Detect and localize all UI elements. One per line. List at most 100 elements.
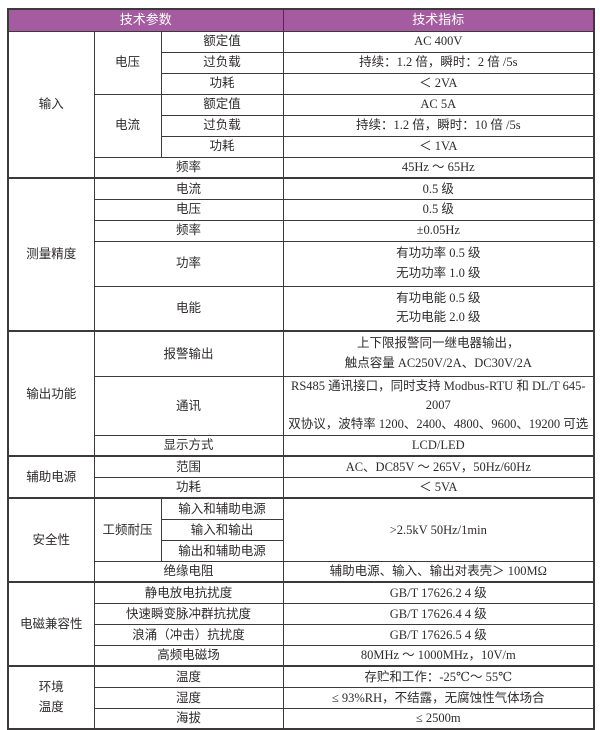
header-cell-params: 技术参数 (7, 8, 284, 32)
table-row: 安全性 工频耐压 输入和辅助电源 >2.5kV 50Hz/1min (7, 497, 595, 583)
table-row: 过负载 持续：1.2 倍，瞬时：10 倍 /5s (8, 114, 595, 137)
spec-table: 技术参数 技术指标 输入 电压 额定值 AC 400V 过负载 持续：1.2 倍… (7, 8, 596, 730)
table-header-row: 技术参数 技术指标 (7, 8, 595, 32)
section-label-input: 输入 (7, 30, 95, 179)
value-cell: 45Hz ～ 65Hz (282, 156, 595, 179)
section-label-emc: 电磁兼容性 (7, 581, 95, 667)
table-row: 频率 ±0.05Hz (8, 219, 595, 242)
param-cell: 范围 (93, 455, 284, 478)
value-cell: ≤ 2500m (282, 707, 595, 730)
table-row: 功率 有功功率 0.5 级 无功功率 1.0 级 (8, 240, 595, 287)
value-line: 有功电能 0.5 级 (396, 290, 481, 305)
param-cell: 输入和辅助电源 (160, 497, 284, 520)
table-row: 快速瞬变脉冲群抗扰度 GB/T 17626.4 4 级 (8, 602, 595, 625)
param-cell: 显示方式 (93, 434, 284, 457)
value-cell: 持续：1.2 倍，瞬时：10 倍 /5s (282, 114, 595, 137)
section-label-line: 环境 (38, 680, 64, 695)
table-row: 通讯 RS485 通讯接口，同时支持 Modbus-RTU 和 DL/T 645… (8, 375, 595, 436)
value-line: 无功功率 1.0 级 (396, 265, 481, 280)
param-cell: 功率 (93, 240, 284, 287)
value-cell: GB/T 17626.4 4 级 (282, 602, 595, 625)
group-label-withstand: 工频耐压 (93, 497, 162, 562)
param-cell: 功耗 (93, 476, 284, 499)
param-cell: 高频电磁场 (93, 644, 284, 667)
table-row: 频率 45Hz ～ 65Hz (8, 156, 595, 179)
value-cell: ＜ 5VA (282, 476, 595, 499)
table-row: 输出功能 报警输出 上下限报警同一继电器输出， 触点容量 AC250V/2A、D… (7, 329, 595, 457)
table-row: 浪涌（冲击）抗扰度 GB/T 17626.5 4 级 (8, 623, 595, 646)
param-cell: 电压 (93, 198, 284, 221)
param-cell: 电能 (93, 285, 284, 332)
param-cell: 温度 (93, 665, 284, 688)
section-label-safety: 安全性 (7, 497, 95, 583)
table-row: 湿度 ≤ 93%RH，不结露，无腐蚀性气体场合 (8, 686, 595, 709)
table-row: 绝缘电阻 辅助电源、输入、输出对表壳＞ 100MΩ (8, 560, 595, 583)
group-label-voltage: 电压 (93, 30, 162, 95)
table-row: 输入 电压 额定值 AC 400V (7, 30, 595, 179)
param-cell: 功耗 (160, 135, 284, 158)
value-line: RS485 通讯接口，同时支持 Modbus-RTU 和 DL/T 645-20… (291, 378, 586, 412)
value-cell: ＜ 2VA (282, 72, 595, 95)
value-cell: RS485 通讯接口，同时支持 Modbus-RTU 和 DL/T 645-20… (282, 375, 595, 436)
table-row: 环境 温度 温度 存贮和工作：-25℃～ 55℃ (7, 665, 595, 730)
param-cell: 报警输出 (93, 330, 284, 377)
value-line: 有功功率 0.5 级 (396, 246, 481, 261)
table-row: 电压 0.5 级 (8, 198, 595, 221)
section-label-environment: 环境 温度 (7, 665, 95, 730)
value-cell: ＜ 1VA (282, 135, 595, 158)
table-row: 电能 有功电能 0.5 级 无功电能 2.0 级 (8, 285, 595, 332)
param-cell: 输出和辅助电源 (160, 539, 284, 562)
table-row: 高频电磁场 80MHz ～ 1000MHz，10V/m (8, 644, 595, 667)
value-cell: 有功电能 0.5 级 无功电能 2.0 级 (282, 285, 595, 332)
param-cell: 频率 (93, 219, 284, 242)
section-label-line: 温度 (38, 699, 64, 714)
param-cell: 输入和输出 (160, 518, 284, 541)
value-cell: 持续：1.2 倍，瞬时：2 倍 /5s (282, 51, 595, 74)
value-line: 双协议，波特率 1200、2400、4800、9600、19200 可选 (288, 417, 589, 432)
group-label-current: 电流 (93, 93, 162, 158)
param-cell: 海拔 (93, 707, 284, 730)
section-label-output: 输出功能 (7, 329, 95, 457)
table-row: 输出和辅助电源 (8, 539, 594, 562)
section-label-accuracy: 测量精度 (7, 177, 95, 332)
header-cell-indicators: 技术指标 (282, 8, 595, 32)
value-line: 无功电能 2.0 级 (396, 310, 481, 325)
value-cell: 上下限报警同一继电器输出， 触点容量 AC250V/2A、DC30V/2A (282, 330, 595, 377)
param-cell: 额定值 (160, 30, 284, 53)
param-cell: 湿度 (93, 686, 284, 709)
value-cell: ±0.05Hz (282, 219, 595, 242)
param-cell: 电流 (93, 177, 284, 200)
param-cell: 额定值 (160, 93, 284, 116)
value-cell: GB/T 17626.5 4 级 (282, 623, 595, 646)
value-cell: >2.5kV 50Hz/1min (282, 497, 595, 562)
value-cell: 辅助电源、输入、输出对表壳＞ 100MΩ (282, 560, 595, 583)
param-cell: 绝缘电阻 (93, 560, 284, 583)
param-cell: 过负载 (160, 114, 284, 137)
value-cell: 80MHz ～ 1000MHz，10V/m (282, 644, 595, 667)
param-cell: 浪涌（冲击）抗扰度 (93, 623, 284, 646)
value-cell: AC 5A (282, 93, 595, 116)
param-cell: 功耗 (160, 72, 284, 95)
param-cell: 过负载 (160, 51, 284, 74)
value-line: 触点容量 AC250V/2A、DC30V/2A (344, 355, 532, 370)
value-line: 上下限报警同一继电器输出， (357, 336, 520, 351)
value-cell: 有功功率 0.5 级 无功功率 1.0 级 (282, 240, 595, 287)
param-cell: 静电放电抗扰度 (93, 581, 284, 604)
param-cell: 快速瞬变脉冲群抗扰度 (93, 602, 284, 625)
param-cell: 频率 (93, 156, 284, 179)
value-cell: AC、DC85V ～ 265V，50Hz/60Hz (282, 455, 595, 478)
value-cell: ≤ 93%RH，不结露，无腐蚀性气体场合 (282, 686, 595, 709)
value-cell: LCD/LED (282, 434, 595, 457)
table-row: 海拔 ≤ 2500m (8, 707, 595, 730)
table-row: 电流 额定值 AC 5A (8, 93, 595, 158)
value-cell: AC 400V (282, 30, 595, 53)
value-cell: 0.5 级 (282, 198, 595, 221)
table-row: 显示方式 LCD/LED (8, 434, 595, 457)
table-row: 输入和输出 (8, 518, 594, 541)
table-row: 电磁兼容性 静电放电抗扰度 GB/T 17626.2 4 级 (7, 581, 595, 667)
value-cell: 存贮和工作：-25℃～ 55℃ (282, 665, 595, 688)
value-cell: 0.5 级 (282, 177, 595, 200)
section-label-aux-power: 辅助电源 (7, 455, 95, 499)
table-row: 测量精度 电流 0.5 级 (7, 177, 595, 332)
param-cell: 通讯 (93, 375, 284, 436)
